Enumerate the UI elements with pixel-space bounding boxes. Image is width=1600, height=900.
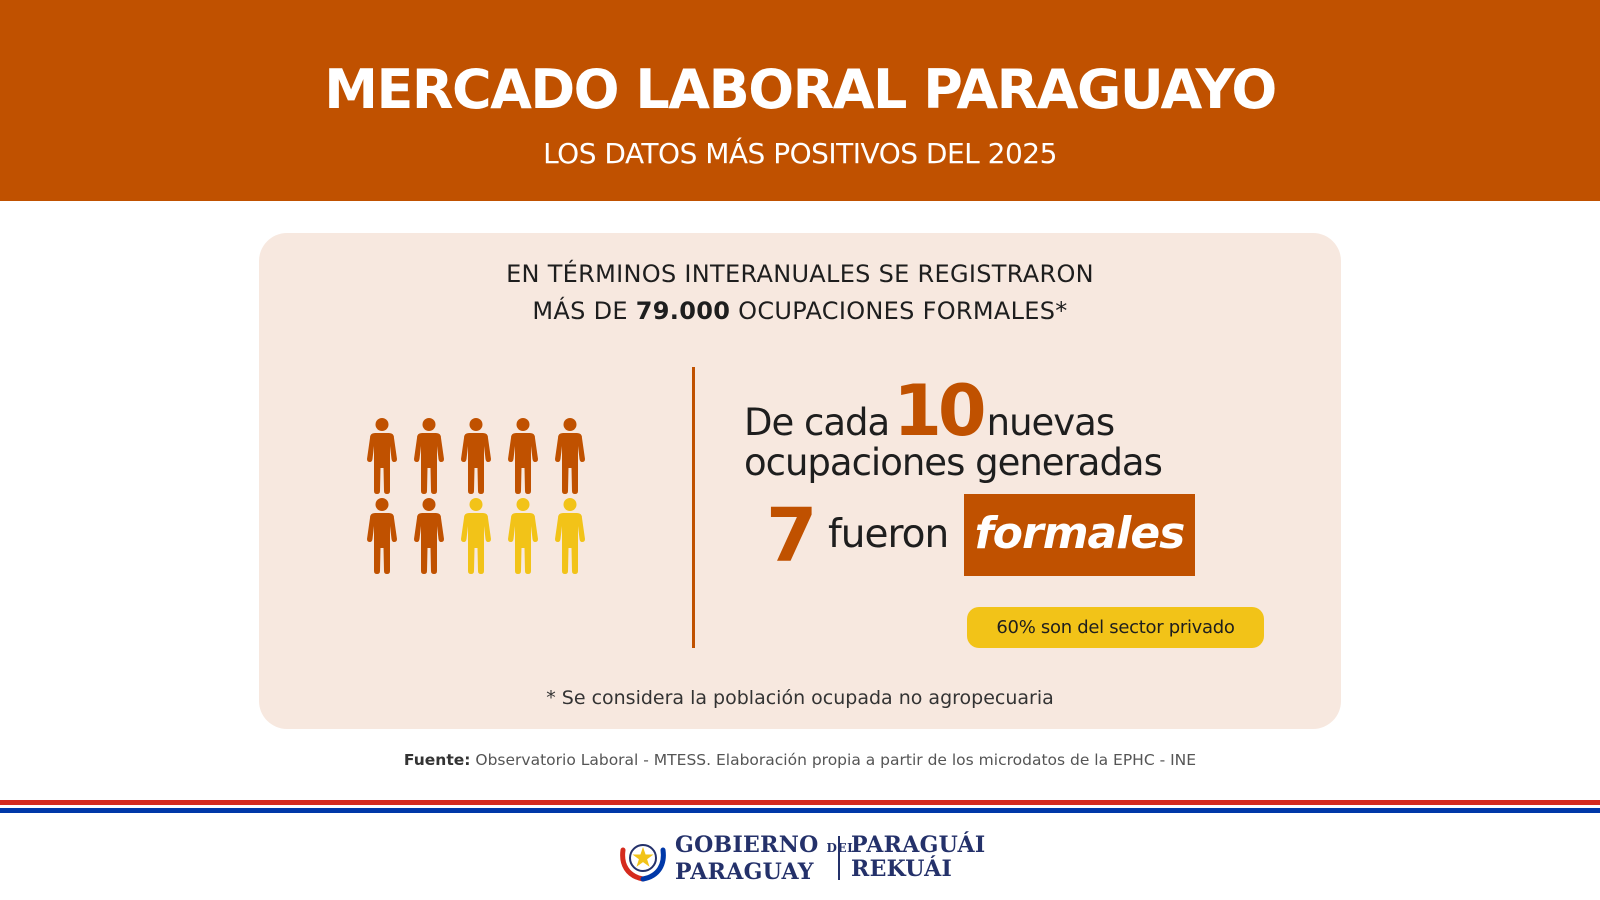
stat-post: nuevas: [986, 401, 1116, 444]
intro-line-1: EN TÉRMINOS INTERANUALES SE REGISTRARON: [506, 260, 1094, 288]
intro-number: 79.000: [635, 297, 731, 325]
person-icon: [508, 418, 538, 494]
page-subtitle: LOS DATOS MÁS POSITIVOS DEL 2025: [543, 137, 1057, 170]
intro-text: EN TÉRMINOS INTERANUALES SE REGISTRARON …: [0, 256, 1600, 330]
intro-line-2-suffix: OCUPACIONES FORMALES*: [730, 297, 1068, 325]
stat-line-2: ocupaciones generadas: [744, 441, 1163, 484]
stat-pre: De cada: [744, 401, 890, 444]
vertical-divider: [692, 367, 695, 648]
gov-line-2: PARAGUAY: [675, 859, 814, 885]
source-text: Observatorio Laboral - MTESS. Elaboració…: [470, 751, 1197, 769]
person-icon: [508, 498, 538, 574]
formales-label: formales: [974, 508, 1186, 559]
person-icon: [461, 498, 491, 574]
people-pictogram: [367, 418, 585, 574]
person-icon: [555, 498, 585, 574]
gov-logo-text: GOBIERNO DEL PARAGUAY: [675, 833, 856, 884]
stat-fueron: fueron: [828, 512, 949, 557]
slogan-text: PARAGUÁI REKUÁI: [851, 833, 985, 881]
intro-line-2-prefix: MÁS DE: [532, 297, 636, 325]
stat-seven: 7: [766, 493, 818, 579]
slogan-line-2: REKUÁI: [851, 856, 953, 882]
source-label: Fuente:: [403, 751, 471, 769]
gov-line-1: GOBIERNO: [675, 832, 819, 858]
seal-icon: [620, 844, 666, 882]
footnote: * Se considera la población ocupada no a…: [546, 687, 1054, 709]
person-icon: [367, 498, 397, 574]
person-icon: [555, 418, 585, 494]
gov-del: DEL: [826, 841, 857, 855]
person-icon: [414, 498, 444, 574]
stat-line-1: De cada10 nuevas: [744, 370, 1115, 452]
intro-line-2: MÁS DE 79.000 OCUPACIONES FORMALES*: [0, 293, 1600, 330]
flag-stripe-red: [0, 800, 1600, 805]
private-sector-pill: 60% son del sector privado: [967, 607, 1264, 648]
person-icon: [414, 418, 444, 494]
person-icon: [461, 418, 491, 494]
page-title: MERCADO LABORAL PARAGUAYO: [324, 58, 1277, 121]
slogan-line-1: PARAGUÁI: [851, 832, 986, 858]
person-icon: [367, 418, 397, 494]
flag-stripe-white: [0, 805, 1600, 808]
header-banner: [0, 0, 1600, 201]
formales-badge: formales: [964, 494, 1195, 576]
stat-ten: 10: [893, 370, 986, 452]
logo-divider: [838, 836, 840, 880]
source-line: Fuente: Observatorio Laboral - MTESS. El…: [0, 749, 1600, 771]
flag-stripe-blue: [0, 808, 1600, 813]
